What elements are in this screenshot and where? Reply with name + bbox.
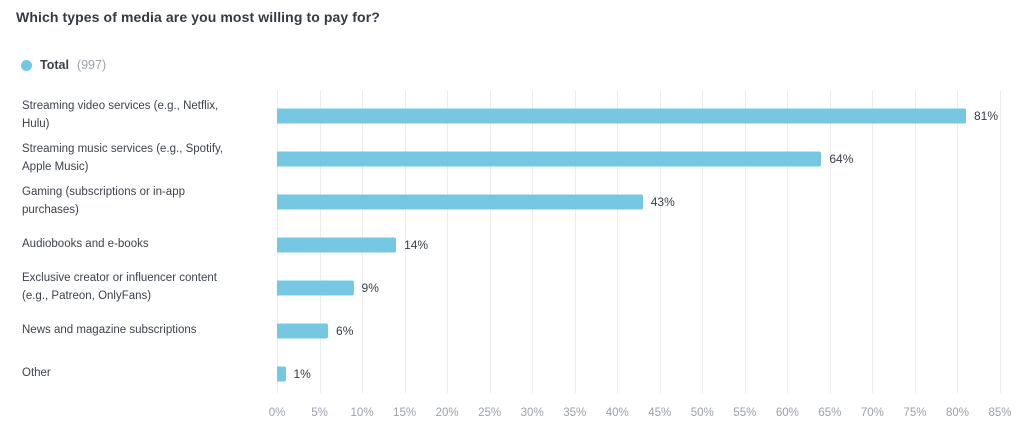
x-axis-tick: 70% — [860, 407, 884, 419]
x-axis-tick: 5% — [311, 407, 328, 419]
bar-track: 43% — [277, 180, 1000, 223]
chart-title: Which types of media are you most willin… — [16, 9, 380, 25]
x-axis-tick: 75% — [903, 407, 927, 419]
legend-color-dot-icon — [21, 59, 32, 71]
chart-row: Audiobooks and e-books 14% — [16, 223, 1000, 266]
x-axis-tick: 45% — [648, 407, 672, 419]
bar-value-label: 1% — [293, 366, 311, 381]
x-axis-tick: 85% — [988, 407, 1012, 419]
chart-row: Other 1% — [16, 352, 1000, 395]
bar-value-label: 81% — [973, 108, 998, 123]
x-axis-tick: 50% — [690, 407, 714, 419]
bar-chart: Streaming video services (e.g., Netflix,… — [16, 90, 1012, 423]
x-axis-tick: 80% — [945, 407, 969, 419]
bar-track: 1% — [277, 352, 1000, 395]
bar-track: 14% — [277, 223, 1000, 266]
x-axis-tick: 15% — [393, 407, 417, 419]
x-axis-tick: 60% — [775, 407, 799, 419]
legend-item-total[interactable]: Total (997) — [21, 58, 106, 72]
x-axis-tick: 25% — [478, 407, 502, 419]
bar — [277, 280, 354, 295]
category-label: Streaming video services (e.g., Netflix,… — [22, 100, 219, 130]
bar — [277, 194, 643, 209]
x-axis-tick: 20% — [435, 407, 459, 419]
category-label: Streaming music services (e.g., Spotify,… — [22, 143, 224, 173]
category-label: Other — [22, 366, 51, 379]
bar-value-label: 43% — [650, 194, 675, 209]
legend-count: (997) — [76, 58, 107, 72]
chart-rows: Streaming video services (e.g., Netflix,… — [16, 94, 1000, 395]
bar-track: 64% — [277, 137, 1000, 180]
grid-line — [1000, 90, 1001, 393]
bar — [277, 108, 966, 123]
bar — [277, 366, 286, 381]
bar-value-label: 64% — [829, 151, 854, 166]
bar-track: 9% — [277, 266, 1000, 309]
x-axis-tick: 65% — [818, 407, 842, 419]
chart-row: Streaming video services (e.g., Netflix,… — [16, 94, 1000, 137]
bar-value-label: 6% — [336, 323, 354, 338]
chart-row: News and magazine subscriptions 6% — [16, 309, 1000, 352]
x-axis-tick: 35% — [563, 407, 587, 419]
x-axis-tick: 0% — [268, 407, 286, 419]
category-label: News and magazine subscriptions — [22, 323, 197, 336]
x-axis-tick: 30% — [520, 407, 544, 419]
chart-row: Exclusive creator or influencer content … — [16, 266, 1000, 309]
category-label: Gaming (subscriptions or in-app purchase… — [22, 186, 185, 216]
chart-row: Streaming music services (e.g., Spotify,… — [16, 137, 1000, 180]
x-axis-tick: 40% — [605, 407, 629, 419]
bar — [277, 237, 397, 252]
x-axis-tick: 55% — [733, 407, 757, 419]
x-axis: 0% 5% 10% 15% 20% 25% 30% 35% 40% 45% 50% 55% 60% 65%… — [269, 395, 1012, 423]
bar — [277, 323, 329, 338]
category-label: Audiobooks and e-books — [22, 237, 149, 250]
bar-value-label: 9% — [361, 280, 379, 295]
bar — [277, 151, 822, 166]
bar-track: 81% — [277, 94, 1000, 137]
bar-track: 6% — [277, 309, 1000, 352]
bar-value-label: 14% — [404, 237, 429, 252]
x-axis-tick: 10% — [350, 407, 374, 419]
chart-row: Gaming (subscriptions or in-app purchase… — [16, 180, 1000, 223]
category-label: Exclusive creator or influencer content … — [22, 272, 217, 302]
legend-label: Total — [40, 58, 69, 72]
